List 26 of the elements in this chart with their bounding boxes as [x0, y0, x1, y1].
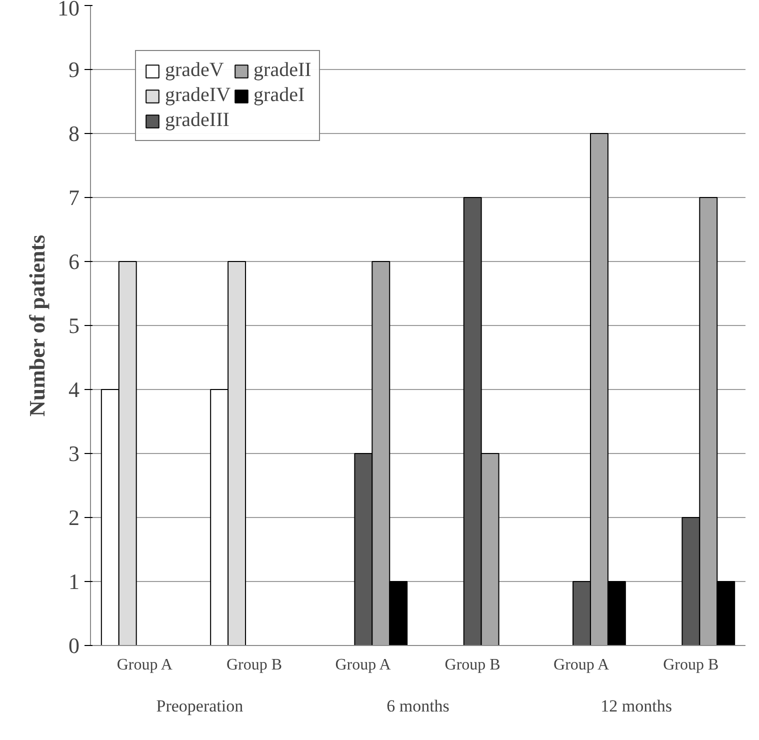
text: 6 months — [386, 696, 450, 716]
y-tick-label: 1 — [68, 569, 80, 594]
y-tick-label: 3 — [68, 441, 80, 466]
y-tick-label: 7 — [68, 185, 80, 210]
legend-label: gradeV — [165, 59, 224, 82]
x-tick-label: Group B — [663, 656, 719, 674]
legend-label: gradeI — [254, 84, 305, 107]
x-tick-label: Group A — [116, 656, 173, 674]
legend-label: gradeIV — [165, 84, 231, 107]
legend-label: gradeII — [254, 59, 312, 82]
y-axis-title: Number of patients — [24, 234, 50, 417]
y-tick-label: 10 — [58, 0, 80, 20]
x-tick-label: Group B — [444, 656, 500, 674]
y-tick-label: 4 — [68, 377, 80, 402]
text: 12 months — [600, 696, 672, 716]
text: Preoperation — [156, 696, 244, 716]
x-tick-label: Group B — [226, 656, 282, 674]
y-tick-label: 0 — [68, 633, 80, 658]
y-tick-label: 8 — [68, 121, 80, 146]
legend-label: gradeIII — [165, 109, 230, 132]
y-tick-label: 6 — [68, 249, 80, 274]
y-tick-label: 2 — [68, 505, 80, 530]
x-tick-label: Group A — [335, 656, 392, 674]
x-tick-label: Group A — [554, 656, 610, 674]
y-tick-label: 9 — [68, 57, 80, 82]
y-tick-label: 5 — [68, 313, 80, 338]
